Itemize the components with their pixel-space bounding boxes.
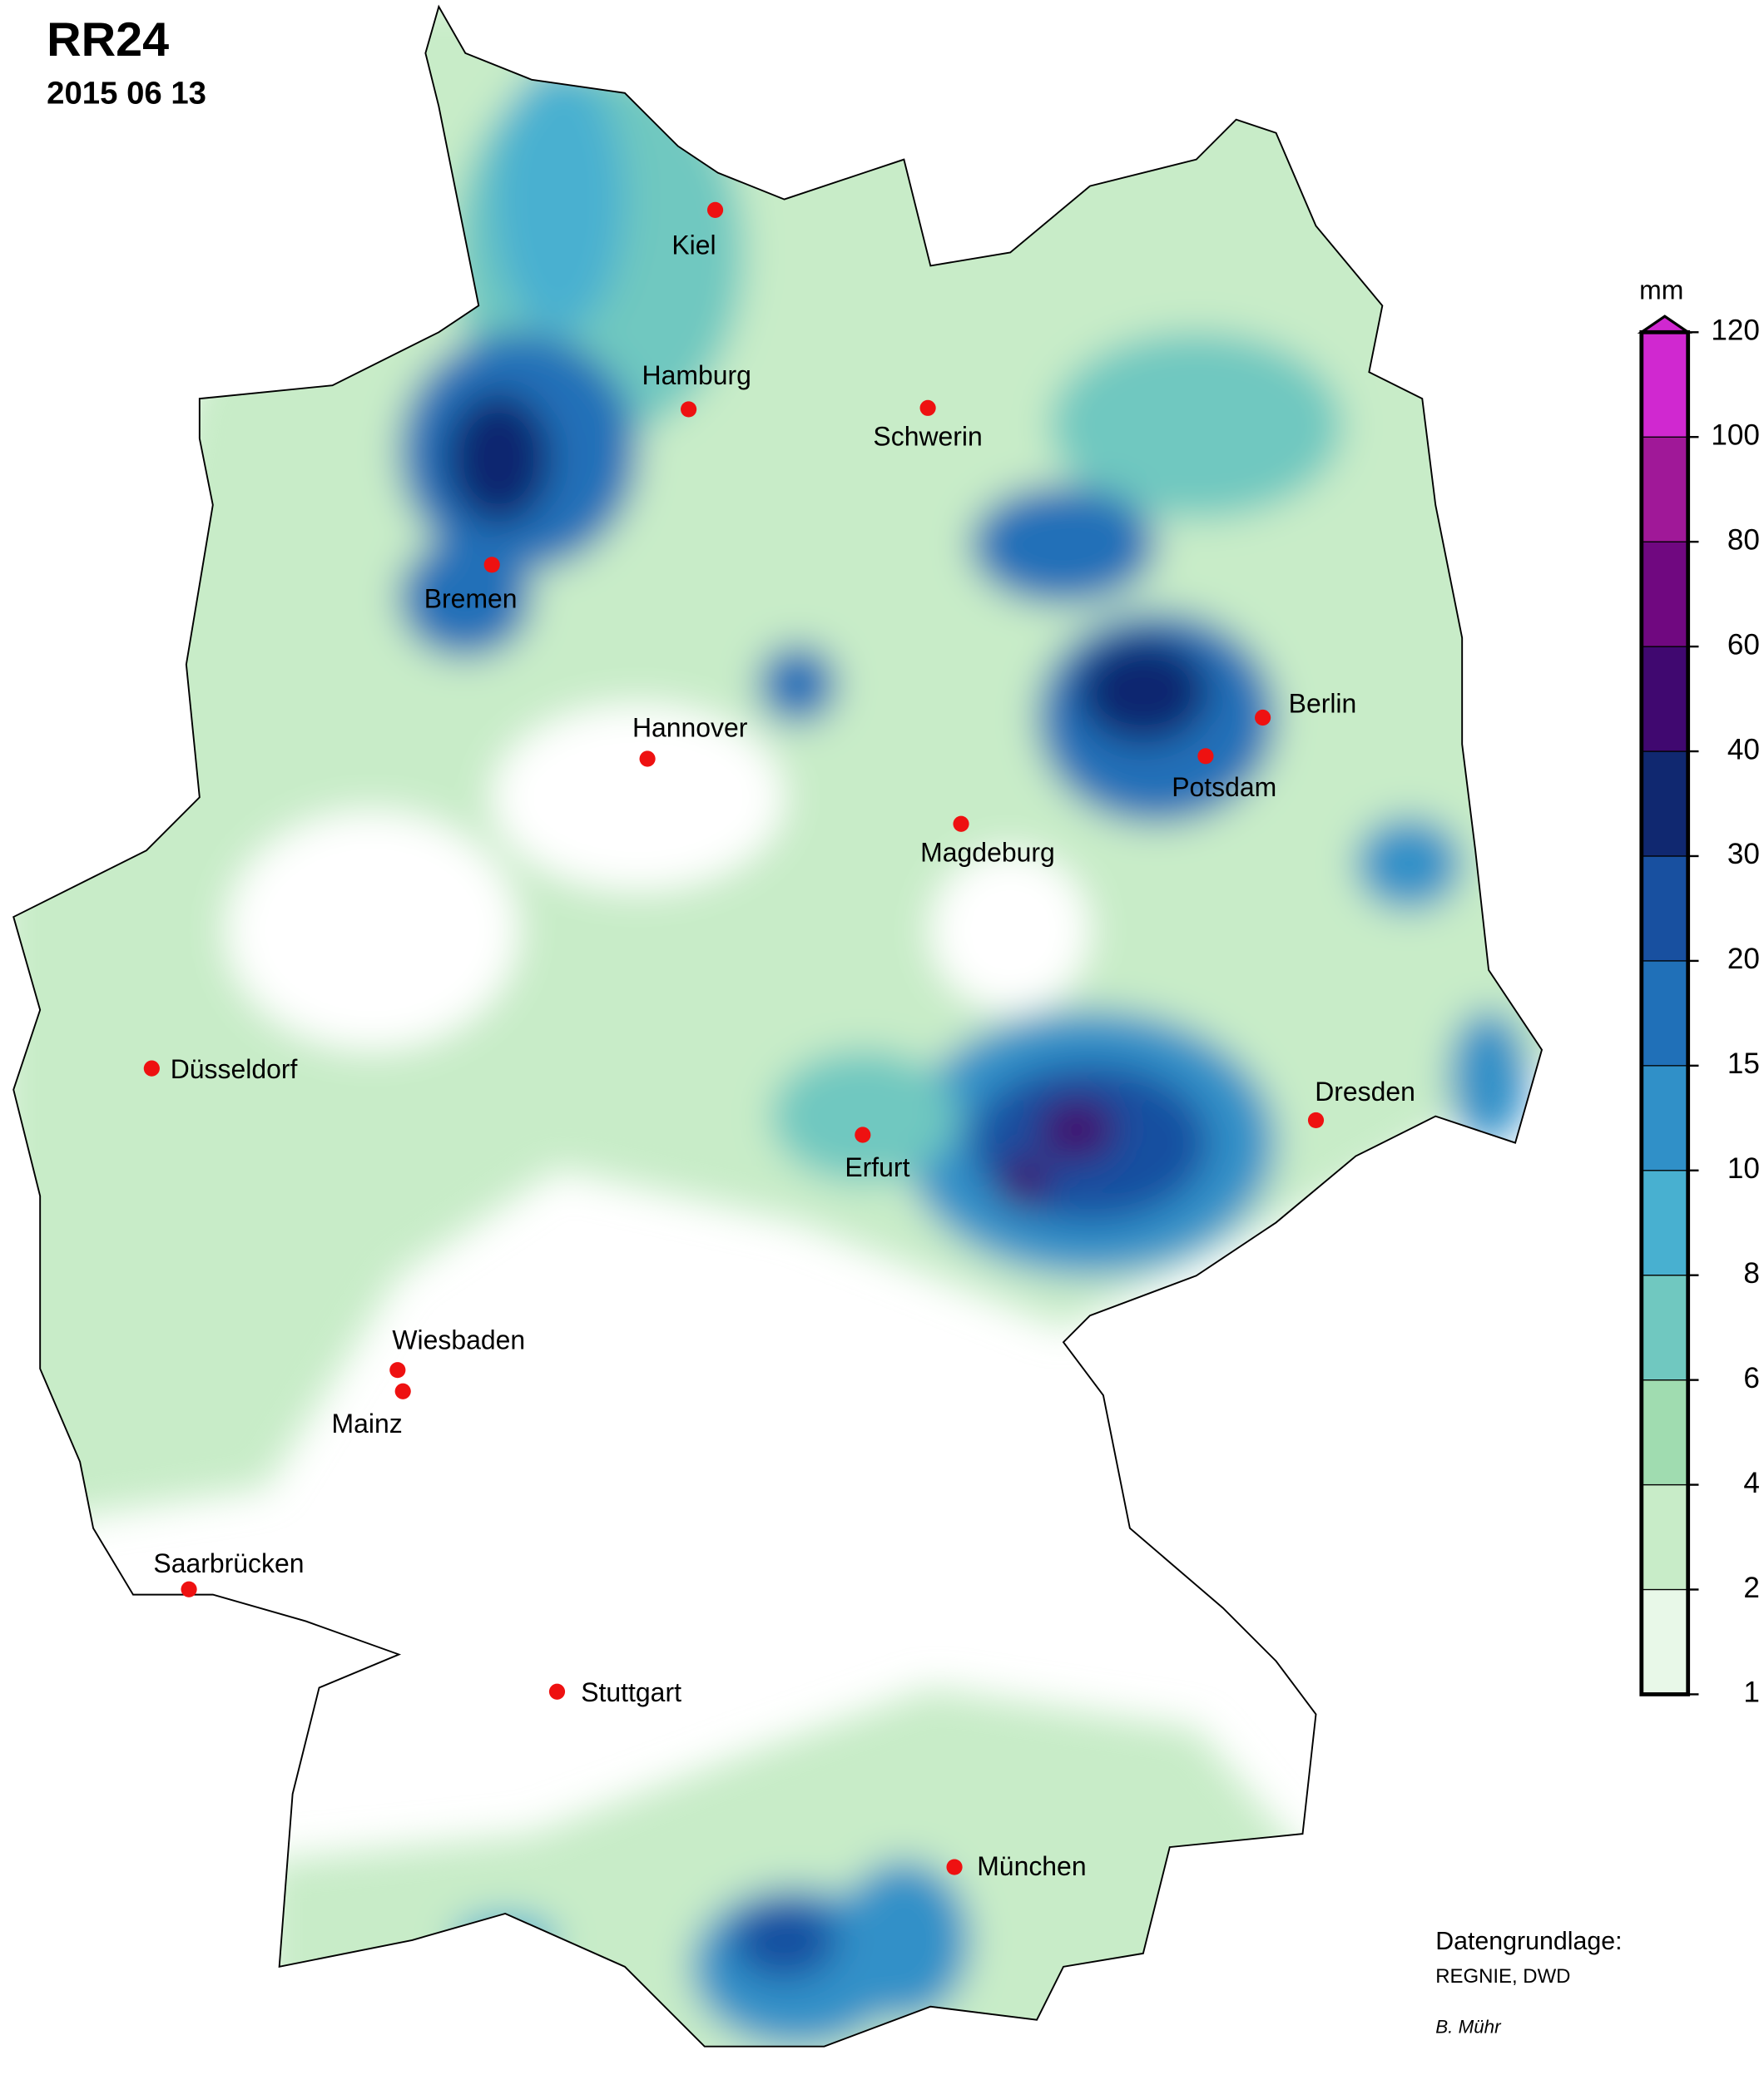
legend-swatch bbox=[1641, 960, 1689, 1067]
city-label: Schwerin bbox=[873, 422, 982, 452]
legend-swatch bbox=[1641, 1588, 1689, 1696]
legend-swatch bbox=[1641, 646, 1689, 752]
city-label: Magdeburg bbox=[920, 837, 1055, 867]
city-marker bbox=[483, 557, 500, 573]
city-label: München bbox=[977, 1851, 1086, 1881]
city-marker bbox=[548, 1683, 566, 1700]
city-marker bbox=[953, 815, 969, 832]
legend-tick-label: 20 bbox=[1727, 943, 1760, 975]
city-marker bbox=[919, 399, 936, 416]
legend-swatch bbox=[1641, 331, 1689, 438]
city-marker bbox=[855, 1127, 871, 1143]
credit-source: REGNIE, DWD bbox=[1435, 1965, 1570, 1988]
legend-swatch bbox=[1641, 1170, 1689, 1276]
legend-tick-label: 60 bbox=[1727, 628, 1760, 661]
city-label: Bremen bbox=[424, 583, 518, 613]
legend-swatch bbox=[1641, 436, 1689, 542]
city-label: Berlin bbox=[1289, 689, 1357, 719]
city-marker bbox=[389, 1362, 406, 1379]
legend-frame bbox=[1639, 329, 1691, 1696]
city-label: Düsseldorf bbox=[171, 1054, 298, 1084]
legend-swatch bbox=[1641, 1483, 1689, 1591]
legend-tick-label: 100 bbox=[1711, 419, 1760, 452]
city-marker bbox=[946, 1859, 963, 1875]
legend-tick-label: 4 bbox=[1743, 1467, 1760, 1499]
city-label: Hamburg bbox=[642, 360, 751, 390]
credit-author: B. Mühr bbox=[1435, 2017, 1502, 2038]
city-label: Hannover bbox=[632, 712, 748, 742]
legend-tick-label: 8 bbox=[1743, 1257, 1760, 1290]
legend-swatch bbox=[1641, 1065, 1689, 1171]
city-marker bbox=[1307, 1112, 1325, 1129]
map-title: RR24 bbox=[47, 13, 169, 67]
legend-swatch bbox=[1641, 750, 1689, 857]
credit-line: Datengrundlage: bbox=[1435, 1928, 1622, 1955]
legend-tick-label: 6 bbox=[1743, 1362, 1760, 1394]
city-label: Potsdam bbox=[1172, 772, 1276, 802]
city-marker bbox=[706, 201, 724, 218]
legend-tick-label: 1 bbox=[1743, 1676, 1760, 1709]
legend-tick-label: 120 bbox=[1711, 314, 1760, 347]
city-marker bbox=[639, 750, 656, 767]
city-label: Erfurt bbox=[845, 1152, 909, 1182]
city-marker bbox=[681, 401, 697, 418]
city-label: Wiesbaden bbox=[392, 1325, 525, 1355]
legend-arrow bbox=[1637, 314, 1692, 334]
legend-tick-label: 15 bbox=[1727, 1047, 1760, 1080]
city-marker bbox=[181, 1581, 197, 1597]
city-label: Kiel bbox=[671, 230, 716, 260]
city-label: Saarbrücken bbox=[153, 1548, 304, 1578]
city-marker bbox=[1255, 709, 1271, 726]
legend-tick-label: 40 bbox=[1727, 733, 1760, 765]
city-label: Mainz bbox=[331, 1409, 402, 1439]
city-marker bbox=[394, 1383, 411, 1399]
legend-swatch bbox=[1641, 1275, 1689, 1381]
legend-swatch bbox=[1641, 855, 1689, 962]
legend-tick-label: 10 bbox=[1727, 1152, 1760, 1185]
map-date: 2015 06 13 bbox=[47, 76, 206, 111]
legend-unit: mm bbox=[1639, 275, 1683, 305]
city-marker bbox=[143, 1060, 160, 1077]
legend-swatch bbox=[1641, 1379, 1689, 1486]
city-label: Stuttgart bbox=[581, 1677, 681, 1707]
legend-tick-label: 30 bbox=[1727, 838, 1760, 870]
city-marker bbox=[1197, 748, 1214, 765]
legend-tick-label: 80 bbox=[1727, 523, 1760, 556]
legend-tick-label: 2 bbox=[1743, 1572, 1760, 1604]
city-label: Dresden bbox=[1315, 1077, 1415, 1107]
legend-swatch bbox=[1641, 541, 1689, 647]
